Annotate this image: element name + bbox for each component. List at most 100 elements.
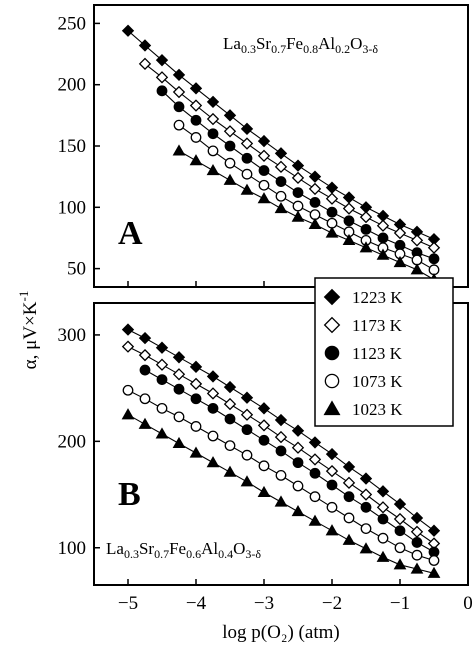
panel-frame — [93, 302, 469, 586]
data-point — [342, 460, 356, 474]
legend-item: 1123 K — [324, 344, 403, 363]
series-line — [178, 124, 435, 271]
y-tick-label: 50 — [67, 259, 86, 280]
data-point — [410, 234, 424, 247]
data-point — [190, 114, 202, 126]
data-point — [410, 525, 424, 538]
data-point — [206, 163, 220, 176]
data-point — [138, 417, 152, 429]
data-point — [257, 149, 271, 162]
formula-subscript: 0.8 — [303, 42, 318, 56]
data-point — [172, 436, 186, 449]
data-point — [258, 434, 270, 446]
data-point — [173, 383, 185, 395]
data-point — [156, 374, 168, 386]
data-point — [274, 147, 288, 160]
data-point — [189, 360, 203, 374]
series-1173k — [138, 57, 441, 254]
data-point — [427, 241, 441, 254]
data-point — [155, 427, 169, 439]
formula-subscript: 3-δ — [245, 547, 261, 561]
panel-letter: A — [118, 215, 143, 252]
data-point — [240, 137, 254, 150]
data-point — [411, 537, 423, 548]
legend-item: 1073 K — [324, 372, 403, 391]
data-point — [224, 413, 236, 425]
data-point — [342, 202, 356, 215]
formula-element: La — [223, 34, 241, 53]
legend-label: 1173 K — [352, 316, 403, 335]
x-tick-label: −5 — [118, 593, 138, 614]
data-point — [325, 524, 339, 536]
data-point — [291, 171, 305, 185]
data-point — [325, 181, 339, 194]
data-point — [138, 331, 152, 345]
data-point — [393, 558, 407, 570]
series-1123k — [139, 364, 440, 558]
formula-element: Sr — [139, 539, 154, 558]
data-point — [376, 248, 390, 260]
data-point — [291, 159, 305, 172]
data-point — [206, 456, 220, 468]
data-point — [122, 384, 134, 396]
data-point — [428, 555, 440, 566]
formula-element: Al — [318, 34, 335, 53]
data-point — [224, 440, 236, 451]
data-point — [274, 201, 288, 214]
panel-letter: B — [118, 476, 141, 513]
data-point — [325, 464, 339, 478]
data-point — [241, 152, 253, 164]
data-point — [275, 445, 287, 457]
y-tick-label: 100 — [58, 197, 87, 218]
data-point — [308, 436, 322, 449]
data-point — [207, 145, 219, 157]
composition-label: La0.3Sr0.7Fe0.8Al0.2O3-δ — [223, 34, 378, 56]
legend-label: 1223 K — [352, 288, 403, 307]
data-point — [275, 190, 287, 202]
series-1023k — [121, 408, 441, 578]
data-point — [138, 39, 152, 52]
panel-b: 100 200 300 −5 −4 −3 −2 −1 0 B La0.3Sr0.7Fe0.6Al0.… — [58, 302, 473, 614]
data-point — [223, 125, 237, 138]
data-point — [121, 24, 135, 37]
data-point — [172, 85, 186, 99]
legend: 1223 K 1173 K 1123 K 1073 K 1023 K — [314, 277, 454, 427]
legend-label: 1023 K — [352, 400, 403, 419]
data-point — [410, 562, 424, 574]
data-point — [377, 532, 389, 544]
data-point — [206, 370, 220, 383]
formula-element: Fe — [286, 34, 303, 53]
data-point — [308, 217, 322, 230]
data-point — [359, 472, 373, 485]
data-point — [156, 85, 168, 97]
data-point — [258, 165, 270, 176]
data-point — [360, 501, 372, 513]
formula-element: La — [106, 539, 124, 558]
y-tick-label: 100 — [58, 538, 87, 559]
data-point — [207, 128, 219, 140]
data-point — [258, 179, 270, 191]
y-axis-title-main: α, μV×K — [20, 301, 41, 369]
data-point — [342, 533, 356, 545]
data-point — [292, 457, 304, 469]
data-point — [172, 368, 186, 381]
data-point — [308, 453, 322, 466]
data-point — [223, 465, 237, 477]
data-point — [308, 182, 322, 196]
series-1073k — [173, 119, 440, 276]
y-tick-label: 200 — [58, 75, 87, 96]
data-point — [241, 424, 253, 436]
y-axis-title: α, μV×K-1 — [16, 291, 41, 370]
data-point — [292, 480, 304, 492]
data-point — [121, 323, 135, 336]
formula-element: O — [350, 34, 362, 53]
legend-marker — [324, 345, 340, 361]
data-point — [359, 210, 373, 224]
data-point — [190, 393, 202, 405]
data-point — [427, 566, 441, 578]
series-1023k — [172, 144, 441, 285]
data-point — [360, 223, 372, 235]
data-point — [291, 210, 305, 222]
data-point — [342, 191, 356, 204]
data-point — [343, 215, 355, 227]
